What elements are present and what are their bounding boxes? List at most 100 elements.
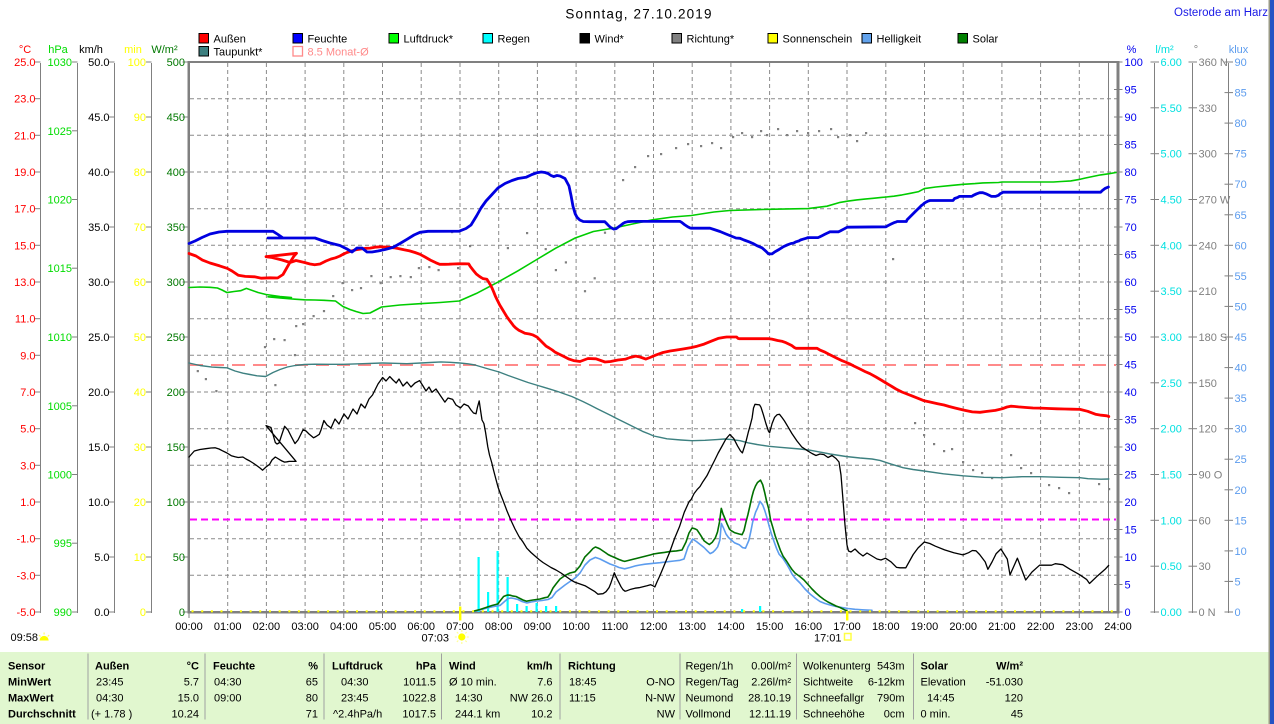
svg-text:80: 80 bbox=[134, 167, 146, 179]
svg-text:543m: 543m bbox=[877, 661, 905, 673]
svg-text:45: 45 bbox=[1011, 709, 1023, 721]
svg-text:-5.0: -5.0 bbox=[17, 607, 36, 619]
svg-text:14:00: 14:00 bbox=[717, 621, 745, 633]
svg-text:50: 50 bbox=[1235, 301, 1247, 313]
svg-text:80: 80 bbox=[1125, 167, 1137, 179]
svg-text:50: 50 bbox=[173, 552, 185, 564]
svg-text:17.0: 17.0 bbox=[14, 204, 35, 216]
svg-text:244.1 km: 244.1 km bbox=[455, 709, 500, 721]
svg-text:120: 120 bbox=[1199, 424, 1217, 436]
svg-text:6-12km: 6-12km bbox=[868, 677, 905, 689]
svg-text:klux: klux bbox=[1229, 44, 1249, 56]
svg-text:2.00: 2.00 bbox=[1161, 424, 1182, 436]
svg-text:100: 100 bbox=[167, 497, 185, 509]
svg-text:MinWert: MinWert bbox=[8, 677, 52, 689]
svg-text:70: 70 bbox=[1235, 179, 1247, 191]
svg-text:35: 35 bbox=[1235, 393, 1247, 405]
svg-text:15: 15 bbox=[1125, 525, 1137, 537]
svg-text:Luftdruck: Luftdruck bbox=[332, 661, 384, 673]
svg-text:1015: 1015 bbox=[48, 263, 72, 275]
svg-text:10: 10 bbox=[134, 552, 146, 564]
svg-text:95: 95 bbox=[1125, 85, 1137, 97]
svg-text:W/m²: W/m² bbox=[996, 661, 1023, 673]
svg-text:17:01: 17:01 bbox=[814, 633, 842, 645]
svg-text:25.0: 25.0 bbox=[88, 332, 109, 344]
svg-text:210: 210 bbox=[1199, 286, 1217, 298]
svg-text:12:00: 12:00 bbox=[640, 621, 668, 633]
svg-text:Ø 10 min.: Ø 10 min. bbox=[449, 677, 497, 689]
svg-text:1011.5: 1011.5 bbox=[403, 677, 436, 689]
svg-text:11:15: 11:15 bbox=[569, 693, 596, 705]
svg-text:Außen: Außen bbox=[214, 34, 246, 46]
svg-text:(+ 1.78 ): (+ 1.78 ) bbox=[91, 709, 132, 721]
svg-text:°C: °C bbox=[187, 661, 199, 673]
svg-text:1022.8: 1022.8 bbox=[402, 693, 436, 705]
svg-text:360 N: 360 N bbox=[1199, 57, 1228, 69]
svg-text:30.0: 30.0 bbox=[88, 277, 109, 289]
svg-text:00:00: 00:00 bbox=[175, 621, 203, 633]
svg-text:W/m²: W/m² bbox=[151, 44, 178, 56]
svg-text:Taupunkt*: Taupunkt* bbox=[214, 47, 264, 59]
svg-text:65: 65 bbox=[1125, 250, 1137, 262]
svg-text:Durchschnitt: Durchschnitt bbox=[8, 709, 76, 721]
svg-text:09:00: 09:00 bbox=[214, 693, 242, 705]
svg-text:40: 40 bbox=[1125, 387, 1137, 399]
svg-text:Elevation: Elevation bbox=[921, 677, 966, 689]
svg-text:75: 75 bbox=[1125, 195, 1137, 207]
svg-text:Vollmond: Vollmond bbox=[686, 709, 731, 721]
svg-text:55: 55 bbox=[1235, 271, 1247, 283]
svg-text:70: 70 bbox=[1125, 222, 1137, 234]
svg-text:15: 15 bbox=[1235, 515, 1247, 527]
svg-text:0: 0 bbox=[1235, 607, 1241, 619]
svg-text:Sonntag, 27.10.2019: Sonntag, 27.10.2019 bbox=[565, 7, 712, 22]
svg-text:100: 100 bbox=[1125, 57, 1143, 69]
svg-text:20: 20 bbox=[1125, 497, 1137, 509]
svg-text:04:00: 04:00 bbox=[330, 621, 358, 633]
svg-text:45: 45 bbox=[1235, 332, 1247, 344]
svg-text:1.00: 1.00 bbox=[1161, 515, 1182, 527]
svg-text:20:00: 20:00 bbox=[949, 621, 977, 633]
svg-text:0cm: 0cm bbox=[884, 709, 905, 721]
svg-text:Schneehöhe: Schneehöhe bbox=[803, 709, 865, 721]
svg-text:16:00: 16:00 bbox=[795, 621, 823, 633]
svg-text:5: 5 bbox=[1125, 580, 1131, 592]
svg-text:1017.5: 1017.5 bbox=[402, 709, 436, 721]
svg-text:20: 20 bbox=[1235, 485, 1247, 497]
svg-text:Neumond: Neumond bbox=[686, 693, 734, 705]
svg-text:350: 350 bbox=[167, 222, 185, 234]
svg-text:NW: NW bbox=[657, 709, 676, 721]
svg-text:km/h: km/h bbox=[79, 44, 103, 56]
svg-text:60: 60 bbox=[1199, 515, 1211, 527]
svg-text:10.24: 10.24 bbox=[171, 709, 199, 721]
svg-text:NW 26.0: NW 26.0 bbox=[510, 693, 553, 705]
svg-text:04:30: 04:30 bbox=[96, 693, 124, 705]
svg-text:hPa: hPa bbox=[416, 661, 437, 673]
svg-text:04:30: 04:30 bbox=[341, 677, 369, 689]
svg-text:75: 75 bbox=[1235, 149, 1247, 161]
svg-text:35: 35 bbox=[1125, 415, 1137, 427]
svg-text:45: 45 bbox=[1125, 360, 1137, 372]
svg-text:50: 50 bbox=[134, 332, 146, 344]
svg-text:%: % bbox=[1127, 44, 1137, 56]
svg-text:-51.030: -51.030 bbox=[986, 677, 1023, 689]
svg-text:-1.0: -1.0 bbox=[17, 534, 36, 546]
svg-text:85: 85 bbox=[1125, 140, 1137, 152]
svg-text:65: 65 bbox=[1235, 210, 1247, 222]
svg-text:65: 65 bbox=[306, 677, 318, 689]
svg-text:400: 400 bbox=[167, 167, 185, 179]
svg-text:%: % bbox=[308, 661, 318, 673]
svg-text:60: 60 bbox=[1235, 240, 1247, 252]
svg-text:3.00: 3.00 bbox=[1161, 332, 1182, 344]
svg-text:9.0: 9.0 bbox=[20, 350, 35, 362]
svg-text:10.0: 10.0 bbox=[88, 497, 109, 509]
svg-text:24:00: 24:00 bbox=[1104, 621, 1132, 633]
svg-text:2.50: 2.50 bbox=[1161, 378, 1182, 390]
svg-text:80: 80 bbox=[306, 693, 318, 705]
svg-text:40: 40 bbox=[134, 387, 146, 399]
svg-text:5.7: 5.7 bbox=[184, 677, 199, 689]
svg-text:990: 990 bbox=[54, 607, 72, 619]
svg-text:15.0: 15.0 bbox=[14, 240, 35, 252]
svg-text:11.0: 11.0 bbox=[15, 314, 36, 326]
svg-text:35.0: 35.0 bbox=[88, 222, 109, 234]
svg-text:40.0: 40.0 bbox=[88, 167, 109, 179]
